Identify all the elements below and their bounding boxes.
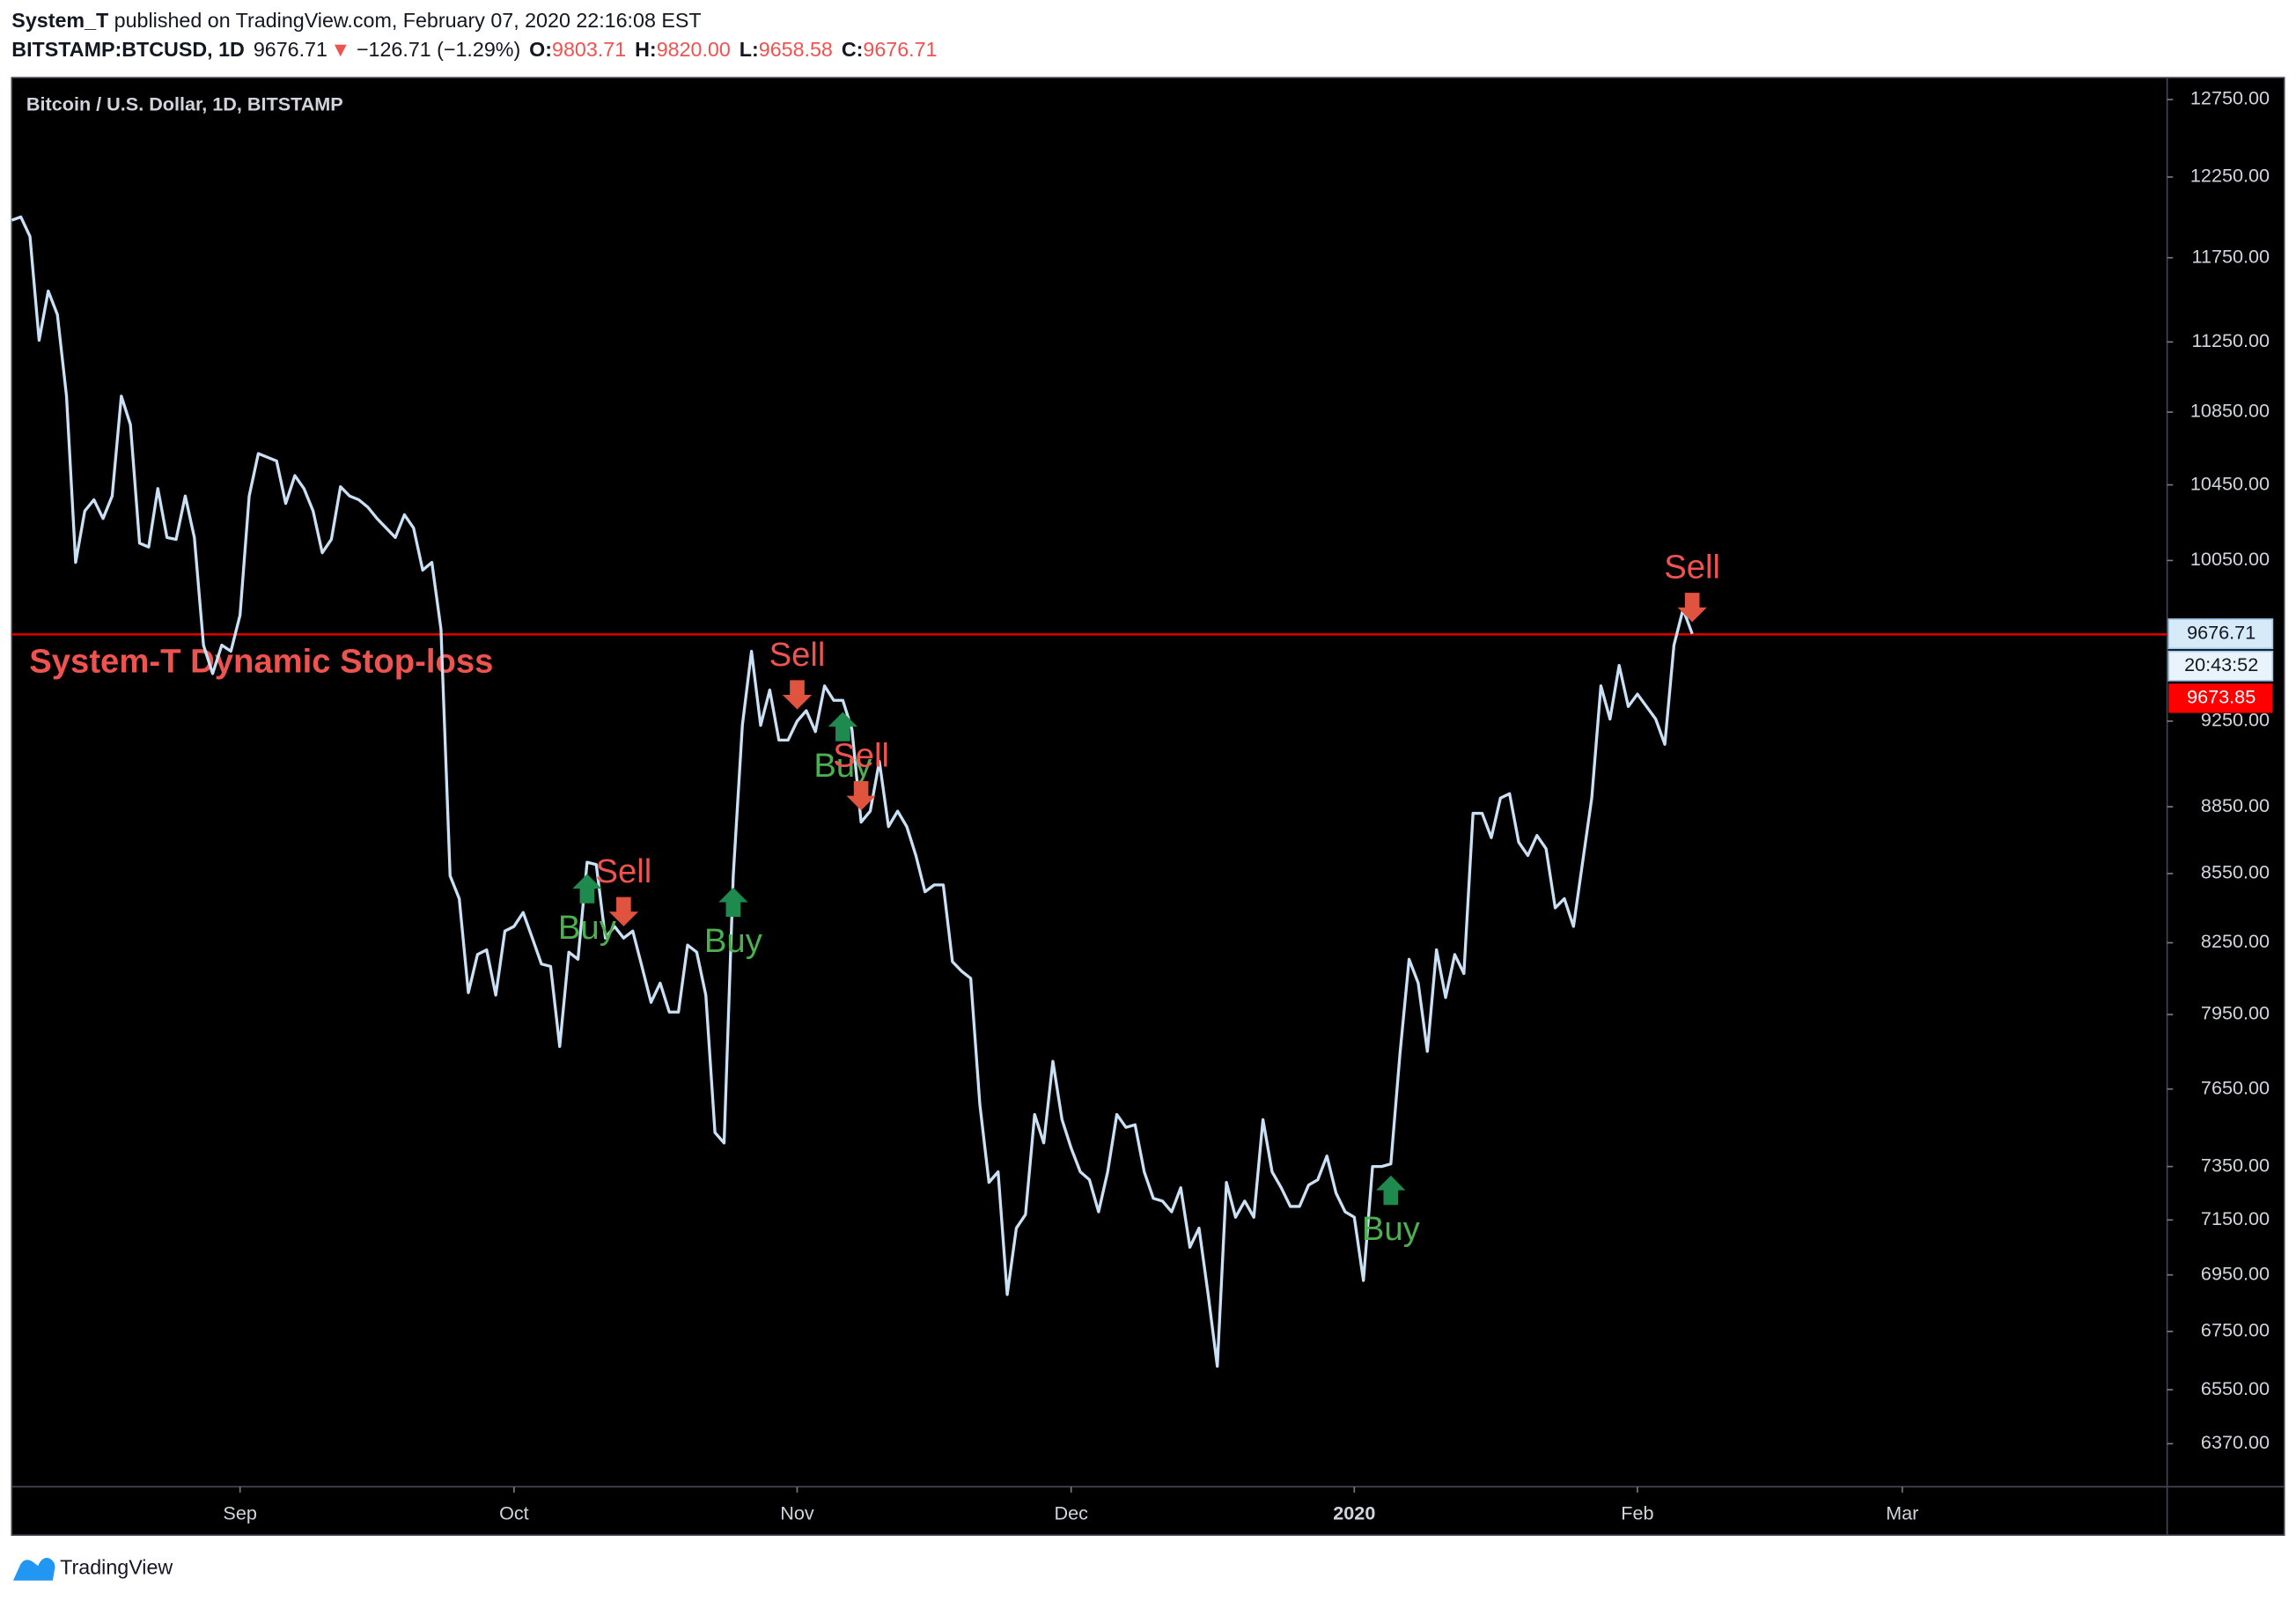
signal: Buy — [558, 874, 617, 947]
y-tick-label: 11750.00 — [2192, 245, 2270, 267]
countdown-box — [2167, 650, 2274, 682]
buy-arrow — [572, 874, 602, 904]
signal: Sell — [595, 852, 651, 926]
brand-name: TradingView — [60, 1556, 173, 1579]
symbol-line: BITSTAMP:BTCUSD, 1D 9676.71 ▼ −126.71 (−1.2… — [11, 38, 937, 61]
ohlc-key: C: — [842, 38, 864, 61]
y-tick-label: 10850.00 — [2190, 400, 2270, 422]
y-tick-label: 11250.00 — [2192, 329, 2270, 351]
ohlc-key: L: — [740, 38, 759, 61]
last-price-label: 9676.71 — [2187, 621, 2256, 643]
y-tick-label: 10450.00 — [2190, 472, 2270, 494]
logo-icon — [12, 1558, 55, 1581]
ohlc-value: 9658.58 — [759, 38, 833, 61]
countdown-label: 20:43:52 — [2184, 653, 2258, 675]
stop-loss-label: System-T Dynamic Stop-loss — [29, 643, 493, 681]
x-tick-label: Feb — [1621, 1502, 1653, 1524]
published-info: published on TradingView.com, February 0… — [108, 9, 701, 32]
sell-label: Sell — [833, 737, 889, 775]
stop-loss-box — [2168, 683, 2273, 713]
y-tick-label: 6950.00 — [2201, 1262, 2270, 1284]
chart-title: Bitcoin / U.S. Dollar, 1D, BITSTAMP — [26, 92, 343, 114]
ohlc-value: 9803.71 — [552, 38, 626, 61]
tradingview-logo: TradingView — [12, 1556, 173, 1581]
buy-label: Buy — [704, 922, 763, 960]
sell-arrow — [1677, 593, 1707, 623]
y-tick-label: 8250.00 — [2201, 930, 2270, 952]
y-tick-label: 6370.00 — [2201, 1431, 2270, 1453]
last-price-box — [2167, 618, 2274, 650]
y-tick-label: 7950.00 — [2201, 1002, 2270, 1024]
chart-panel — [11, 77, 2285, 1536]
sell-label: Sell — [595, 852, 651, 890]
ohlc-key: H: — [635, 38, 657, 61]
y-tick-label: 10050.00 — [2190, 548, 2270, 570]
buy-arrow — [1376, 1175, 1406, 1206]
y-tick-label: 8550.00 — [2201, 861, 2270, 883]
y-tick-label: 8850.00 — [2201, 794, 2270, 816]
symbol: BITSTAMP:BTCUSD, 1D — [11, 38, 245, 61]
sell-arrow — [846, 781, 876, 811]
sell-label: Sell — [1664, 549, 1720, 587]
x-tick-label: 2020 — [1333, 1502, 1375, 1524]
signal: Sell — [1664, 549, 1720, 623]
x-tick-label: Oct — [499, 1502, 529, 1524]
signal: Buy — [704, 887, 763, 960]
y-tick-label: 12250.00 — [2190, 165, 2270, 187]
y-tick-label: 7150.00 — [2201, 1207, 2270, 1229]
x-tick-label: Mar — [1886, 1502, 1918, 1524]
y-tick-label: 12750.00 — [2190, 87, 2270, 109]
publish-line: System_T published on TradingView.com, F… — [11, 9, 701, 32]
buy-label: Buy — [1362, 1210, 1421, 1248]
signal: Sell — [833, 737, 889, 811]
x-tick-label: Dec — [1055, 1502, 1089, 1524]
signal: Buy — [813, 712, 872, 785]
price: 9676.71 — [254, 38, 327, 61]
ohlc-value: 9676.71 — [863, 38, 937, 61]
change-arrow: ▼ — [330, 38, 350, 61]
ohlc-value: 9820.00 — [657, 38, 731, 61]
x-tick-label: Nov — [780, 1502, 814, 1524]
buy-label: Buy — [813, 747, 872, 785]
publisher: System_T — [11, 9, 108, 32]
stop-loss-price: 9673.85 — [2187, 686, 2256, 708]
y-tick-label: 6550.00 — [2201, 1377, 2270, 1399]
change: −126.71 (−1.29%) — [357, 38, 520, 61]
sell-arrow — [608, 896, 639, 926]
y-tick-label: 6750.00 — [2201, 1319, 2270, 1341]
x-tick-label: Sep — [223, 1502, 256, 1524]
sell-label: Sell — [769, 636, 826, 674]
price-line — [11, 215, 1694, 1369]
buy-arrow — [718, 887, 748, 918]
buy-label: Buy — [558, 909, 617, 947]
buy-arrow — [828, 712, 857, 741]
y-tick-label: 7350.00 — [2201, 1154, 2270, 1176]
signal: Buy — [1362, 1175, 1421, 1248]
ohlc-key: O: — [529, 38, 552, 61]
y-tick-label: 7650.00 — [2201, 1076, 2270, 1098]
